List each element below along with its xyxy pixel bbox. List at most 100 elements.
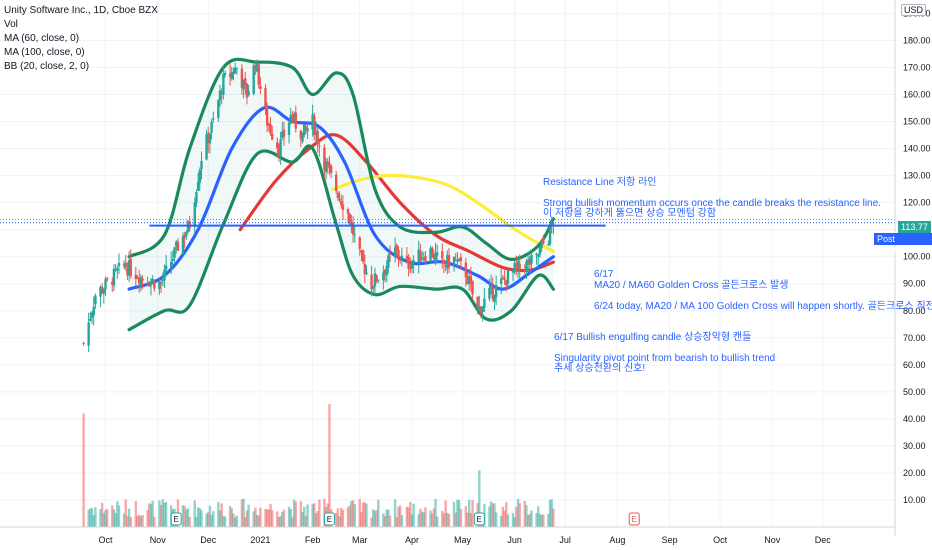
candle-body <box>198 169 202 183</box>
candle-body <box>301 132 304 142</box>
candle-body <box>82 342 85 344</box>
volume-bar <box>491 503 494 527</box>
candle-body <box>488 287 491 299</box>
volume-bar <box>259 507 262 527</box>
volume-bar <box>279 515 282 527</box>
volume-bar <box>185 509 188 527</box>
price-tick-label: 160.00 <box>903 90 931 100</box>
volume-bar <box>353 504 356 527</box>
volume-bar <box>550 499 553 527</box>
candle-body <box>409 267 412 269</box>
legend-volume[interactable]: Vol <box>4 19 18 30</box>
price-tick-label: 100.00 <box>903 252 931 262</box>
volume-bar <box>505 502 508 527</box>
price-tick-label: 10.00 <box>903 495 926 505</box>
candle-body <box>528 258 532 265</box>
candle-body <box>540 240 543 249</box>
candle-body <box>452 257 456 266</box>
candle-body <box>141 278 144 281</box>
candle-body <box>264 88 267 107</box>
price-tick-label: 140.00 <box>903 144 931 154</box>
candle-body <box>153 281 156 289</box>
volume-bar <box>102 513 106 527</box>
volume-bar <box>434 499 437 527</box>
volume-bar <box>210 515 213 527</box>
post-label: Post <box>877 234 896 244</box>
candle-body <box>493 296 496 302</box>
price-tick-label: 30.00 <box>903 441 926 451</box>
volume-bar <box>299 501 303 527</box>
price-tick-label: 40.00 <box>903 414 926 424</box>
candle-body <box>326 161 329 165</box>
currency-label[interactable]: USD <box>900 4 926 16</box>
annotation-resistance-en: Strong bullish momentum occurs once the … <box>543 198 881 209</box>
volume-bar <box>267 509 271 527</box>
candle-body <box>242 79 245 90</box>
earnings-marker-box <box>170 512 182 526</box>
last-price-badge: 113.77 <box>898 221 931 233</box>
volume-bar <box>422 512 425 527</box>
volume-bar <box>265 509 269 527</box>
volume-bar <box>405 506 409 527</box>
candle-body <box>127 260 131 276</box>
candle-body <box>351 222 355 235</box>
volume-bar <box>489 501 493 527</box>
volume-bar <box>195 516 198 527</box>
volume-bar <box>452 501 456 527</box>
candle-body <box>200 161 203 170</box>
legend-bb[interactable]: BB (20, close, 2, 0) <box>4 61 90 72</box>
candle-body <box>334 174 338 192</box>
candle-body <box>233 67 237 74</box>
candle-body <box>116 268 119 271</box>
legend-ma60[interactable]: MA (60, close, 0) <box>4 33 80 44</box>
earnings-marker-letter: E <box>477 515 482 524</box>
candle-body <box>370 274 373 290</box>
volume-bar <box>471 499 474 527</box>
annotation-gc-date: 6/17 <box>594 269 614 280</box>
volume-bar <box>137 514 141 527</box>
candle-body <box>126 268 129 276</box>
candle-body <box>494 285 498 298</box>
candle-body <box>405 255 409 260</box>
volume-bar <box>363 502 367 527</box>
volume-bar <box>336 508 340 527</box>
volume-bar <box>346 507 350 527</box>
volume-bar <box>100 502 104 527</box>
price-axis[interactable]: 10.00 20.00 30.00 40.00 50.00 60.00 70.00 80.00… <box>894 0 931 536</box>
candle-body <box>547 243 550 246</box>
candle-body <box>424 256 427 261</box>
candle-body <box>323 147 326 171</box>
volume-bar <box>188 517 191 527</box>
candle-body <box>252 65 255 94</box>
candle-body <box>208 133 212 144</box>
volume-bar <box>149 503 153 527</box>
candle-body <box>271 133 274 140</box>
candle-body <box>516 261 520 269</box>
volume-bar <box>515 506 518 527</box>
candle-body <box>387 255 390 268</box>
volume-bar <box>341 509 345 527</box>
volume-bar <box>385 509 388 527</box>
candle-body <box>137 278 141 284</box>
volume-bar <box>245 510 249 527</box>
volume-bar <box>304 515 308 527</box>
candle-body <box>196 182 200 191</box>
earnings-marker-letter: E <box>632 515 637 524</box>
candle-body <box>183 235 186 238</box>
legend-title[interactable]: Unity Software Inc., 1D, Cboe BZX <box>4 5 158 16</box>
candle-body <box>444 265 447 267</box>
time-axis[interactable]: Oct Nov Dec 2021 Feb Mar Apr May Jun Jul Aug Sep Oct… <box>0 526 895 545</box>
legend-ma100[interactable]: MA (100, close, 0) <box>4 47 85 58</box>
earnings-marker-box <box>628 512 640 526</box>
time-tick-label: Apr <box>405 535 419 545</box>
volume-bar <box>513 517 516 527</box>
annotation-pivot-ko: 추세 상승전환의 신호! <box>554 363 646 374</box>
resistance-line <box>0 218 895 227</box>
candle-body <box>210 121 213 133</box>
volume-bar <box>464 506 468 527</box>
volume-bar <box>511 512 515 527</box>
volume-bar <box>230 508 233 527</box>
candle-body <box>542 237 545 244</box>
candle-body <box>447 255 451 268</box>
